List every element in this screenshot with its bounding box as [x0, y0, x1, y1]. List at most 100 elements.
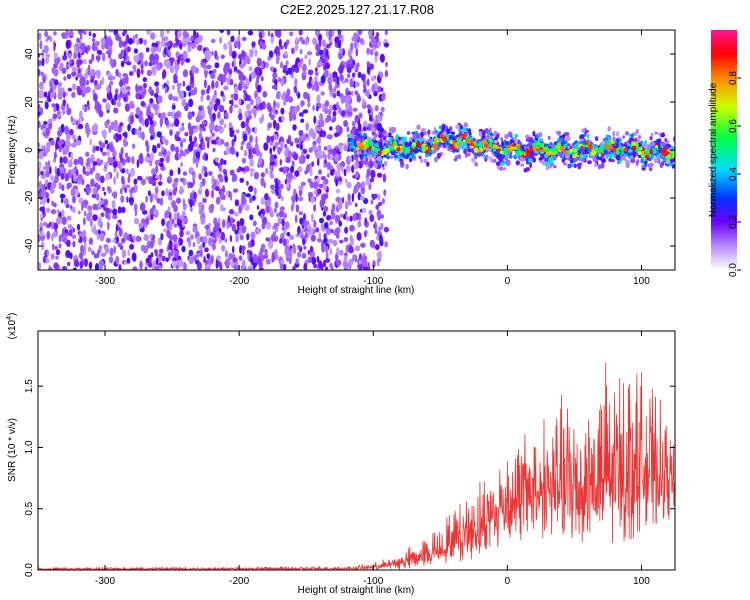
heatmap-cell [329, 126, 333, 131]
heatmap-cell [92, 33, 96, 38]
heatmap-cell [327, 76, 333, 85]
heatmap-cell [58, 243, 62, 249]
heatmap-cell [238, 97, 242, 106]
heatmap-cell [113, 125, 119, 132]
heatmap-cell [72, 195, 76, 204]
heatmap-cell [273, 100, 277, 108]
heatmap-cell [43, 174, 46, 179]
heatmap-cell [300, 181, 306, 186]
heatmap-cell [83, 30, 87, 35]
heatmap-cell [211, 139, 217, 145]
heatmap-cell [295, 90, 299, 97]
heatmap-cell [188, 249, 194, 257]
heatmap-cell [52, 113, 58, 119]
heatmap-cell [172, 96, 178, 101]
heatmap-cell [61, 54, 68, 61]
heatmap-cell [312, 181, 319, 190]
heatmap-cell [264, 200, 270, 207]
heatmap-cell [159, 162, 164, 167]
heatmap-cell [239, 234, 244, 241]
heatmap-cell [193, 172, 196, 180]
heatmap-cell [336, 104, 340, 110]
heatmap-cell [156, 64, 161, 71]
heatmap-cell [134, 207, 138, 217]
heatmap-cell [211, 51, 214, 56]
heatmap-cell [324, 107, 329, 115]
heatmap-cell [254, 48, 258, 57]
heatmap-cell [369, 214, 375, 223]
heatmap-cell [532, 157, 537, 163]
heatmap-cell [145, 176, 149, 181]
heatmap-cell [120, 187, 123, 195]
heatmap-cell [67, 142, 72, 148]
heatmap-cell [361, 129, 364, 133]
heatmap-cell [40, 229, 44, 237]
heatmap-cell [229, 191, 233, 201]
heatmap-cell [196, 261, 202, 270]
heatmap-cell [77, 179, 82, 185]
heatmap-cell [54, 245, 58, 250]
heatmap-cell [324, 178, 329, 185]
heatmap-cell [569, 159, 574, 164]
heatmap-cell [383, 226, 389, 233]
heatmap-cell [212, 242, 216, 251]
heatmap-cell [625, 162, 630, 169]
heatmap-cell [356, 232, 362, 241]
heatmap-cell [208, 171, 213, 176]
heatmap-cell [155, 59, 159, 65]
heatmap-cell [179, 238, 183, 246]
heatmap-cell [298, 188, 303, 197]
heatmap-cell [86, 185, 90, 194]
heatmap-cell [268, 105, 272, 113]
heatmap-cell [249, 196, 253, 204]
heatmap-cell [212, 147, 216, 153]
heatmap-cell [278, 38, 282, 48]
heatmap-cell [307, 256, 313, 263]
heatmap-cell [155, 210, 159, 219]
heatmap-cell [154, 186, 158, 194]
heatmap-cell [77, 156, 83, 165]
heatmap-cell [361, 207, 367, 213]
heatmap-cell [261, 113, 265, 123]
heatmap-cell [157, 95, 163, 104]
heatmap-cell [46, 35, 51, 40]
heatmap-cell [80, 244, 85, 253]
heatmap-cell [197, 44, 203, 51]
heatmap-cell [524, 145, 527, 150]
heatmap-cell [573, 163, 577, 169]
heatmap-cell [128, 188, 135, 194]
heatmap-cell [219, 30, 224, 34]
heatmap-cell [309, 250, 315, 258]
heatmap-cell [343, 237, 349, 242]
heatmap-cell [597, 164, 602, 170]
heatmap-cell [332, 92, 337, 99]
heatmap-cell [500, 137, 504, 142]
heatmap-cell [137, 85, 143, 91]
heatmap-cell [149, 208, 155, 217]
heatmap-cell [240, 121, 246, 129]
heatmap-cell [631, 133, 634, 138]
heatmap-cell [150, 134, 154, 141]
heatmap-cell [81, 231, 84, 238]
heatmap-cell [251, 195, 256, 201]
heatmap-cell [112, 214, 118, 220]
heatmap-cell [586, 133, 590, 139]
heatmap-cell [297, 251, 302, 258]
heatmap-cell [176, 217, 182, 227]
heatmap-cell [538, 132, 543, 138]
heatmap-cell [300, 118, 305, 123]
heatmap-cell [482, 131, 486, 136]
heatmap-cell [141, 68, 144, 75]
heatmap-cell [365, 177, 371, 186]
heatmap-cell [161, 255, 166, 262]
heatmap-cell [211, 80, 215, 88]
heatmap-cell [357, 30, 363, 36]
heatmap-cell [127, 91, 131, 96]
heatmap-cell [660, 141, 666, 146]
heatmap-cell [193, 136, 198, 143]
heatmap-cell [41, 57, 45, 67]
heatmap-cell [65, 30, 69, 37]
heatmap-cell [120, 164, 123, 171]
heatmap-cell [239, 218, 245, 226]
heatmap-cell [305, 122, 309, 131]
